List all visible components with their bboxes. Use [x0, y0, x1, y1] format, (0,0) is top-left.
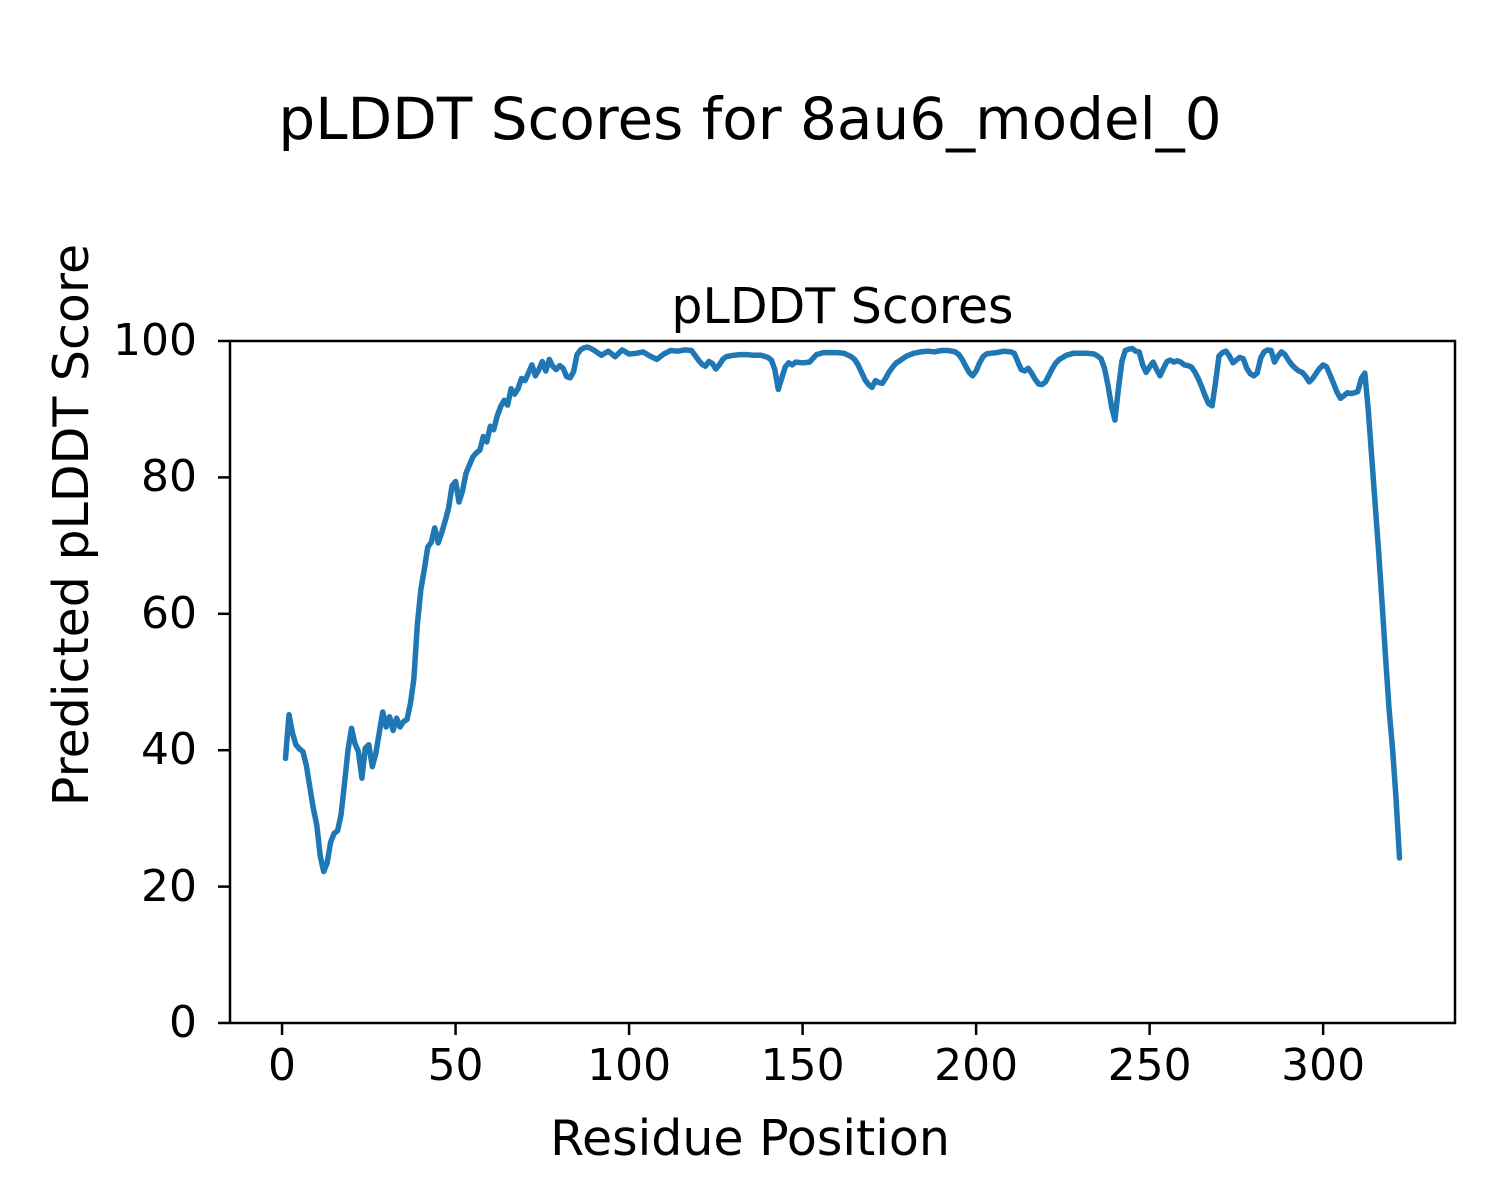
x-tick-label: 200 — [934, 1040, 1019, 1091]
x-tick-label: 250 — [1107, 1040, 1192, 1091]
x-tick-label: 100 — [587, 1040, 672, 1091]
x-tick-label: 50 — [427, 1040, 484, 1091]
y-tick-label: 60 — [141, 587, 197, 639]
x-tick-label: 300 — [1281, 1040, 1366, 1091]
axes-title: pLDDT Scores — [671, 278, 1014, 335]
figure-suptitle: pLDDT Scores for 8au6_model_0 — [278, 85, 1222, 153]
y-tick-label: 20 — [141, 860, 197, 912]
y-tick-label: 40 — [141, 724, 197, 776]
x-axis-label: Residue Position — [550, 1110, 950, 1167]
x-tick-label: 0 — [268, 1040, 297, 1091]
y-tick-label: 0 — [169, 997, 197, 1048]
plddt-line — [282, 344, 1403, 875]
x-tick-label: 150 — [760, 1040, 845, 1091]
y-tick-label: 100 — [113, 315, 197, 366]
y-tick-label: 80 — [141, 451, 197, 503]
axes-spines — [228, 339, 1457, 1025]
